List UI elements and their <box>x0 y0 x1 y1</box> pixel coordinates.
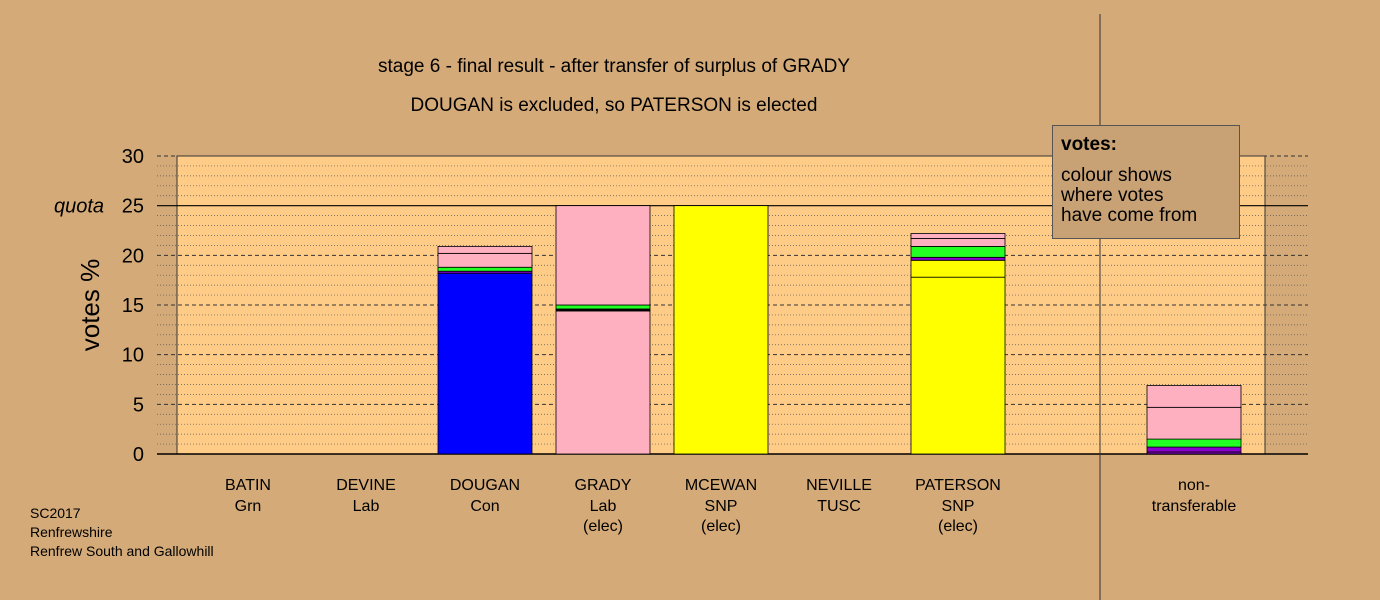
legend: votes: colour shows where votes have com… <box>1052 125 1240 239</box>
y-tick-label: 10 <box>122 345 144 367</box>
bar-segment <box>673 205 769 455</box>
y-axis-label: votes % <box>75 259 105 352</box>
bar-segment <box>1146 438 1242 448</box>
y-tick-label: 30 <box>122 146 144 168</box>
footer-year: SC2017 <box>30 505 81 521</box>
category-party-label: Lab <box>353 498 380 515</box>
category-name-label: PATERSON <box>915 477 1001 494</box>
category-name-label: MCEWAN <box>685 477 757 494</box>
legend-title: votes: <box>1061 134 1117 155</box>
category-party-label: SNP <box>705 498 738 515</box>
bar-segment <box>555 310 651 455</box>
bar-segment <box>1146 406 1242 440</box>
category-name-label: GRADY <box>575 477 632 494</box>
category-status-label: (elec) <box>701 518 741 535</box>
bar-segment <box>437 252 533 268</box>
y-tick-label: 15 <box>122 295 144 317</box>
legend-line-3: have come from <box>1061 205 1198 226</box>
chart-subtitle: DOUGAN is excluded, so PATERSON is elect… <box>411 95 818 116</box>
bar-segment <box>910 238 1006 247</box>
bar-segment <box>1146 446 1242 453</box>
category-name-label: BATIN <box>225 477 271 494</box>
category-name-label: DOUGAN <box>450 477 520 494</box>
y-tick-label: 0 <box>133 444 144 466</box>
quota-label: quota <box>54 196 104 218</box>
category-name-label: NEVILLE <box>806 477 872 494</box>
bar-segment <box>910 276 1006 455</box>
bar-segment <box>437 272 533 455</box>
y-tick-label: 25 <box>122 196 144 218</box>
category-party-label: transferable <box>1152 498 1237 515</box>
category-party-label: Lab <box>590 498 617 515</box>
bar-segment <box>910 259 1006 278</box>
bar-segment <box>910 245 1006 258</box>
footer-ward: Renfrew South and Gallowhill <box>30 543 214 559</box>
bar-segment <box>1146 385 1242 408</box>
chart-title: stage 6 - final result - after transfer … <box>378 56 850 77</box>
footer-council: Renfrewshire <box>30 524 113 540</box>
bar-segment <box>437 266 533 272</box>
bar-segment <box>910 233 1006 239</box>
category-name-label: DEVINE <box>336 477 396 494</box>
category-status-label: (elec) <box>938 518 978 535</box>
category-status-label: (elec) <box>583 518 623 535</box>
category-party-label: SNP <box>942 498 975 515</box>
category-party-label: Grn <box>235 498 262 515</box>
bar-segment <box>910 256 1006 261</box>
bar-segment <box>555 304 651 310</box>
bar-segment <box>437 245 533 254</box>
category-name-label: non- <box>1178 477 1210 494</box>
legend-line-1: colour shows <box>1061 165 1172 186</box>
y-tick-label: 20 <box>122 245 144 267</box>
legend-line-2: where votes <box>1061 185 1164 206</box>
y-tick-label: 5 <box>133 394 144 416</box>
category-party-label: Con <box>470 498 499 515</box>
bar-segment <box>555 205 651 306</box>
footer: SC2017 Renfrewshire Renfrew South and Ga… <box>30 504 214 561</box>
category-party-label: TUSC <box>817 498 861 515</box>
